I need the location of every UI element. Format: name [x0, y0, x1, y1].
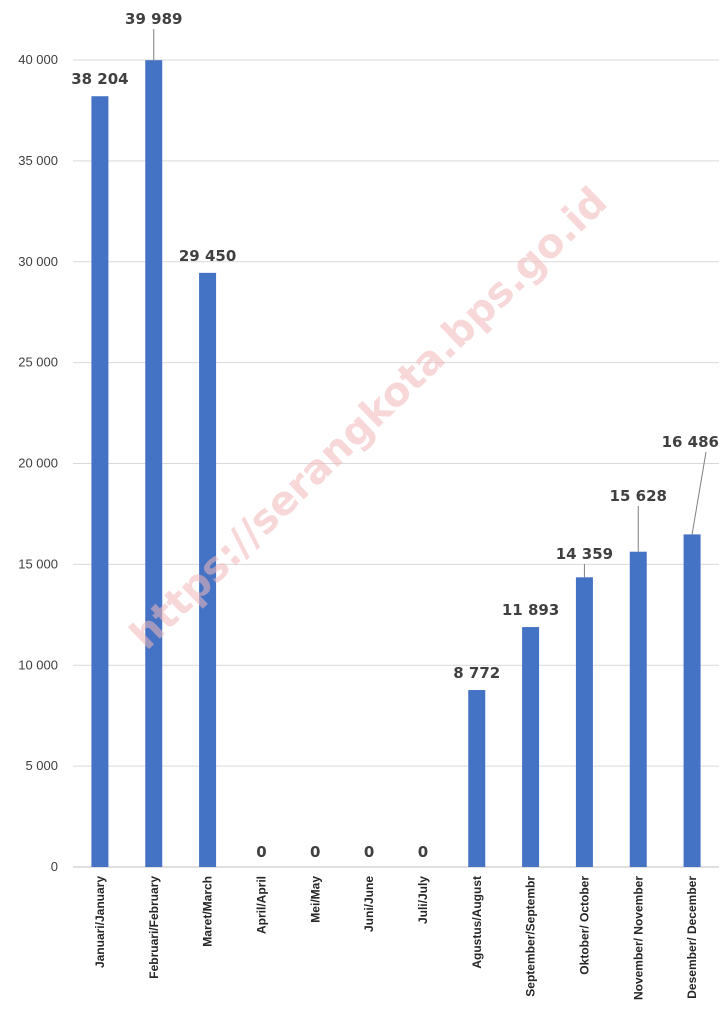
- x-tick-label: Januari/January: [93, 876, 107, 968]
- bar: [575, 577, 593, 867]
- bars: [91, 60, 701, 867]
- y-tick-label: 5 000: [25, 758, 58, 773]
- y-tick-label: 10 000: [18, 657, 58, 672]
- data-labels: 38 204 39 989 29 450 0 0 0 0 8 772 11 893 14 359 1…: [71, 10, 719, 861]
- y-tick-label: 40 000: [18, 52, 58, 67]
- data-label: 0: [364, 843, 374, 861]
- x-tick-label: Juni/June: [362, 876, 376, 932]
- data-label: 8 772: [453, 664, 500, 682]
- x-tick-label: Agustus/August: [470, 876, 484, 969]
- data-label: 0: [256, 843, 266, 861]
- x-axis-ticks: Januari/January Februari/February Maret/Ma…: [93, 876, 699, 1000]
- y-tick-label: 35 000: [18, 153, 58, 168]
- x-tick-label: Maret/March: [201, 876, 215, 947]
- y-tick-label: 20 000: [18, 456, 58, 471]
- y-tick-label: 25 000: [18, 355, 58, 370]
- y-axis-ticks: 0 5 000 10 000 15 000 20 000 25 000 30 000 35 0…: [18, 52, 58, 874]
- data-label: 38 204: [71, 70, 128, 88]
- y-tick-label: 0: [51, 859, 58, 874]
- label-leader-lines: [153, 29, 707, 578]
- bar: [522, 627, 540, 867]
- bar: [629, 551, 647, 867]
- data-label: 15 628: [610, 487, 667, 505]
- data-label: 29 450: [179, 247, 236, 265]
- bar: [91, 96, 109, 867]
- data-label: 11 893: [502, 601, 559, 619]
- y-tick-label: 30 000: [18, 254, 58, 269]
- bar: [145, 60, 163, 867]
- y-tick-label: 15 000: [18, 556, 58, 571]
- x-tick-label: April/April: [254, 876, 268, 934]
- x-tick-label: Juli/July: [416, 876, 430, 924]
- x-tick-label: Desember/ December: [685, 876, 699, 999]
- data-label: 14 359: [556, 545, 613, 563]
- data-label: 0: [310, 843, 320, 861]
- bar: [199, 272, 217, 867]
- data-label: 16 486: [662, 433, 719, 451]
- x-tick-label: Mei/May: [308, 876, 322, 923]
- x-tick-label: Oktober/ October: [577, 876, 591, 975]
- bar: [683, 534, 701, 867]
- x-tick-label: September/Septembr: [524, 876, 538, 997]
- data-label: 0: [418, 843, 428, 861]
- bar: [468, 690, 486, 867]
- data-label: 39 989: [125, 10, 182, 28]
- leader-line: [691, 451, 707, 535]
- gridlines: [73, 59, 719, 868]
- x-tick-label: Februari/February: [147, 876, 161, 979]
- x-tick-label: November/ November: [631, 876, 645, 1000]
